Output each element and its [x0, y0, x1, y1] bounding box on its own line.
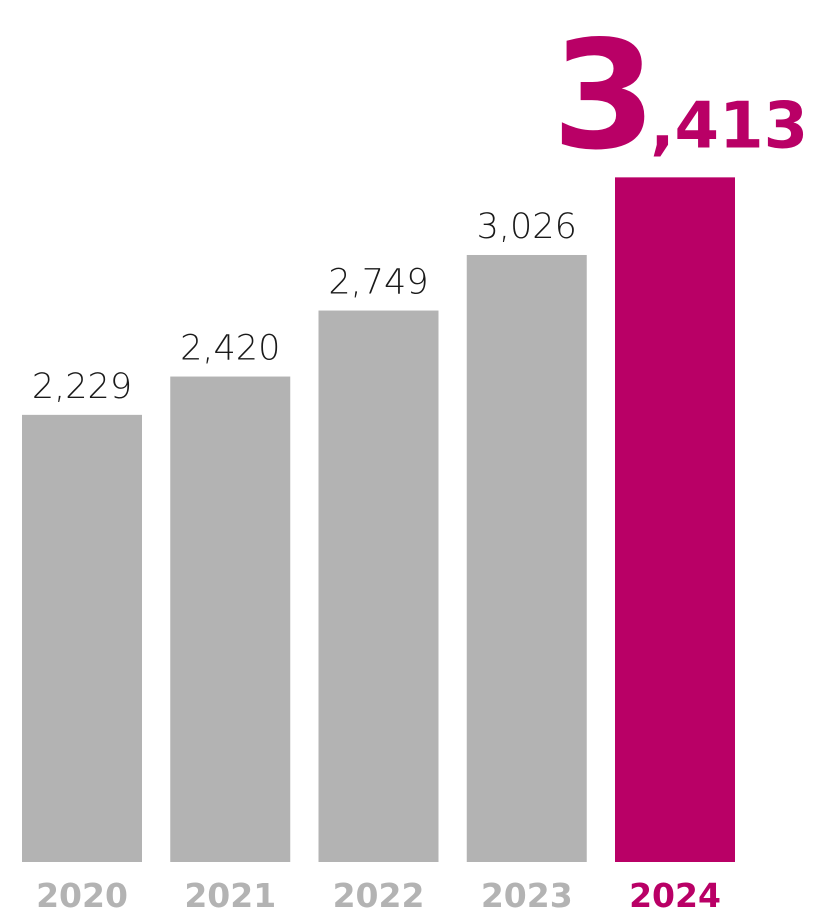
- value-label-2021: 2,420: [180, 329, 280, 369]
- year-label-2021: 2021: [184, 876, 276, 915]
- year-label-2020: 2020: [36, 876, 128, 915]
- year-label-2024: 2024: [629, 876, 721, 915]
- value-label-2023: 3,026: [477, 207, 577, 247]
- year-label-2023: 2023: [481, 876, 573, 915]
- value-label-2022: 2,749: [328, 263, 428, 303]
- year-labels-group: 2020 2021 2022 2023 2024: [36, 876, 721, 915]
- bar-2023: [467, 255, 587, 862]
- year-label-2022: 2022: [333, 876, 425, 915]
- value-label-2024: 3,413: [552, 9, 808, 183]
- bar-2022: [319, 311, 439, 862]
- value-label-2020: 2,229: [32, 367, 132, 407]
- bar-2020: [22, 415, 142, 862]
- bar-2024: [615, 177, 735, 862]
- bar-2021: [170, 377, 290, 862]
